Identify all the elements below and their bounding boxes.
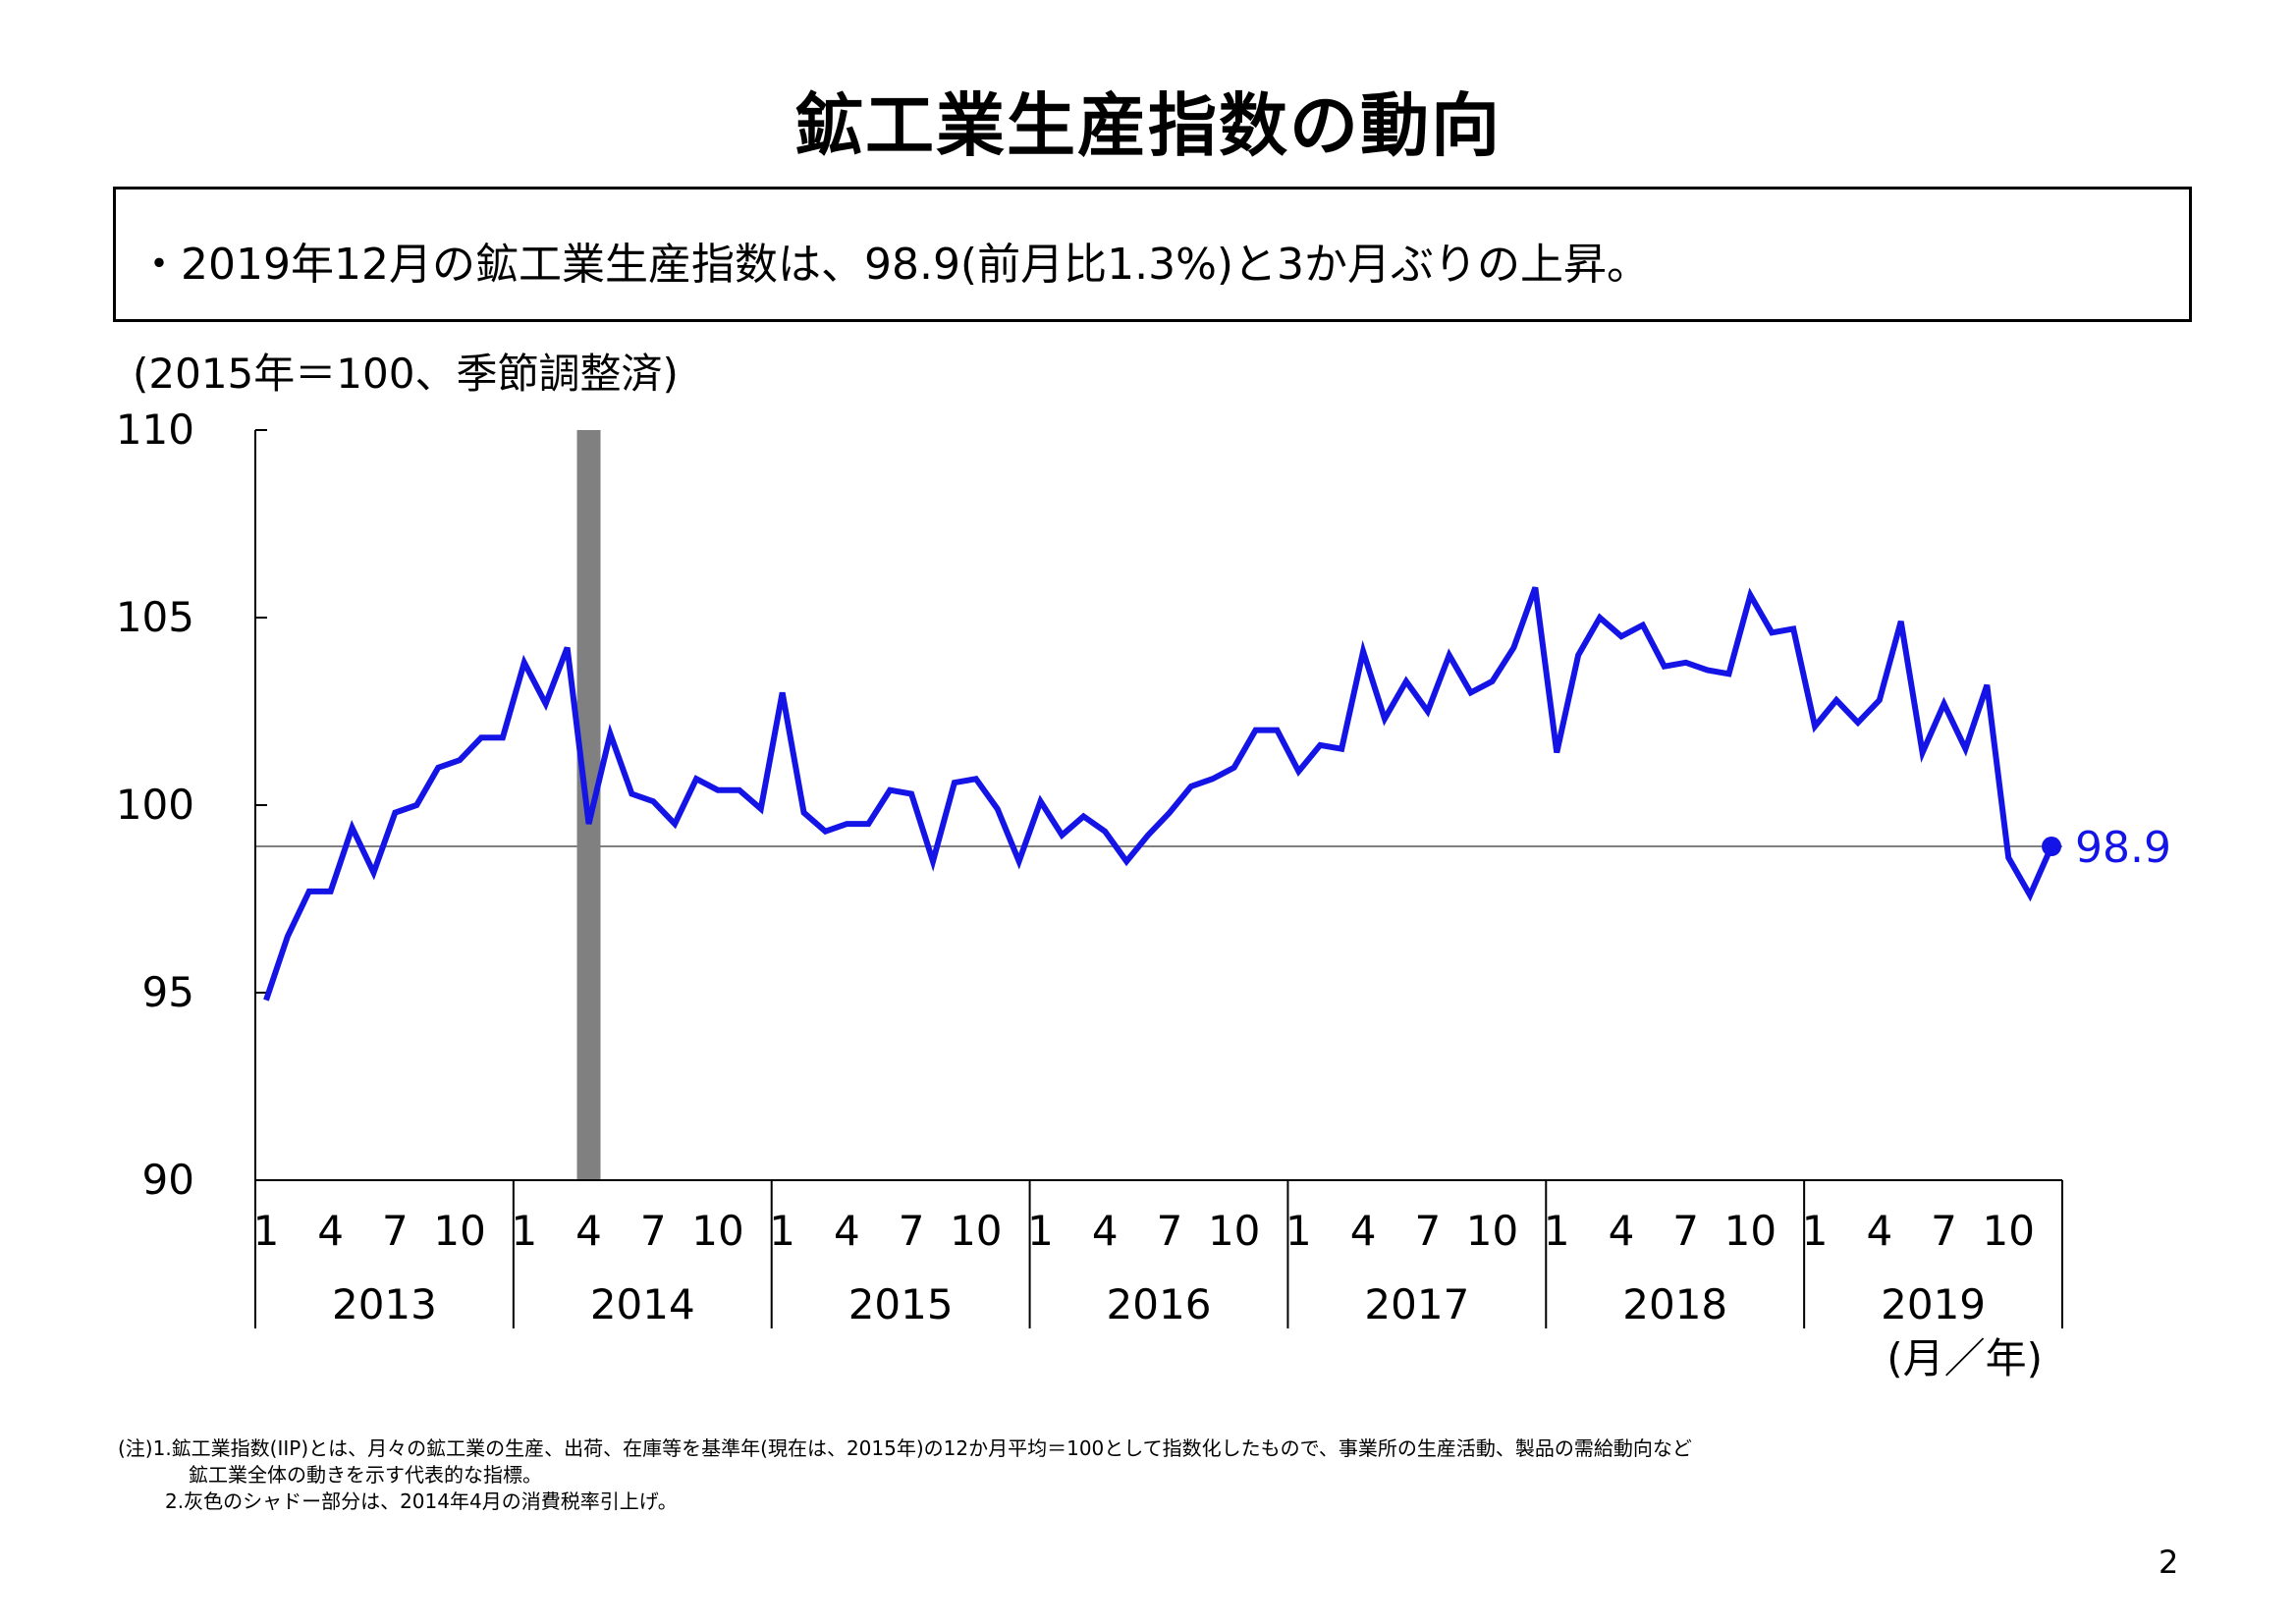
y-tick-label: 105 xyxy=(116,593,194,641)
y-tick-label: 110 xyxy=(116,406,194,454)
x-month-tick-label: 7 xyxy=(640,1207,667,1255)
x-month-tick-label: 10 xyxy=(1466,1207,1518,1255)
x-month-tick-label: 1 xyxy=(769,1207,795,1255)
x-year-label: 2019 xyxy=(1881,1280,1986,1328)
x-year-label: 2018 xyxy=(1622,1280,1727,1328)
x-month-tick-label: 4 xyxy=(1350,1207,1377,1255)
label-layer: 98.9 xyxy=(2075,823,2171,873)
x-month-tick-label: 7 xyxy=(1931,1207,1957,1255)
footnote-2: 2.灰色のシャドー部分は、2014年4月の消費税率引上げ。 xyxy=(165,1489,678,1513)
x-month-tick-label: 4 xyxy=(1092,1207,1119,1255)
summary-box: ・2019年12月の鉱工業生産指数は、98.9(前月比1.3%)と3か月ぶりの上… xyxy=(113,187,2192,322)
x-month-tick-label: 1 xyxy=(1544,1207,1570,1255)
x-month-tick-label: 1 xyxy=(1802,1207,1829,1255)
x-month-tick-label: 4 xyxy=(575,1207,602,1255)
x-year-label: 2014 xyxy=(590,1280,695,1328)
x-month-tick-label: 10 xyxy=(1724,1207,1777,1255)
latest-point-marker xyxy=(2042,837,2062,857)
x-month-tick-label: 7 xyxy=(1157,1207,1183,1255)
x-month-tick-label: 10 xyxy=(691,1207,743,1255)
footnote-1: (注)1.鉱工業指数(IIP)とは、月々の鉱工業の生産、出荷、在庫等を基準年(現… xyxy=(118,1436,1692,1460)
series-line xyxy=(263,586,2054,1001)
x-month-tick-label: 7 xyxy=(1414,1207,1441,1255)
page-number: 2 xyxy=(2159,1543,2179,1581)
x-month-tick-label: 10 xyxy=(1983,1207,2035,1255)
x-unit-label: (月／年) xyxy=(1886,1334,2043,1382)
series-layer xyxy=(263,586,2062,1001)
x-month-tick-label: 1 xyxy=(1285,1207,1312,1255)
x-month-tick-label: 1 xyxy=(253,1207,280,1255)
y-tick-label: 95 xyxy=(142,968,194,1016)
footnote-1-continued: 鉱工業全体の動きを示す代表的な指標。 xyxy=(189,1463,542,1487)
y-tick-label: 90 xyxy=(142,1156,194,1204)
x-month-tick-label: 4 xyxy=(1609,1207,1635,1255)
x-year-label: 2016 xyxy=(1107,1280,1212,1328)
x-month-tick-label: 1 xyxy=(1027,1207,1054,1255)
x-year-label: 2017 xyxy=(1364,1280,1469,1328)
footnotes: (注)1.鉱工業指数(IIP)とは、月々の鉱工業の生産、出荷、在庫等を基準年(現… xyxy=(118,1435,1692,1515)
x-month-tick-label: 10 xyxy=(1208,1207,1260,1255)
x-month-tick-label: 4 xyxy=(834,1207,860,1255)
x-month-tick-label: 10 xyxy=(433,1207,485,1255)
x-year-label: 2013 xyxy=(332,1280,437,1328)
x-month-tick-label: 1 xyxy=(511,1207,537,1255)
x-month-tick-label: 10 xyxy=(950,1207,1002,1255)
x-month-tick-label: 4 xyxy=(317,1207,344,1255)
x-month-tick-label: 7 xyxy=(382,1207,409,1255)
x-month-tick-label: 7 xyxy=(899,1207,925,1255)
y-tick-label: 100 xyxy=(116,781,194,829)
x-year-label: 2015 xyxy=(848,1280,954,1328)
latest-value-label: 98.9 xyxy=(2075,823,2171,873)
y-unit-label: (2015年＝100、季節調整済) xyxy=(133,350,679,398)
x-month-tick-label: 4 xyxy=(1866,1207,1892,1255)
summary-text: ・2019年12月の鉱工業生産指数は、98.9(前月比1.3%)と3か月ぶりの上… xyxy=(137,240,1651,290)
x-month-tick-label: 7 xyxy=(1672,1207,1699,1255)
page-title: 鉱工業生産指数の動向 xyxy=(794,85,1502,166)
